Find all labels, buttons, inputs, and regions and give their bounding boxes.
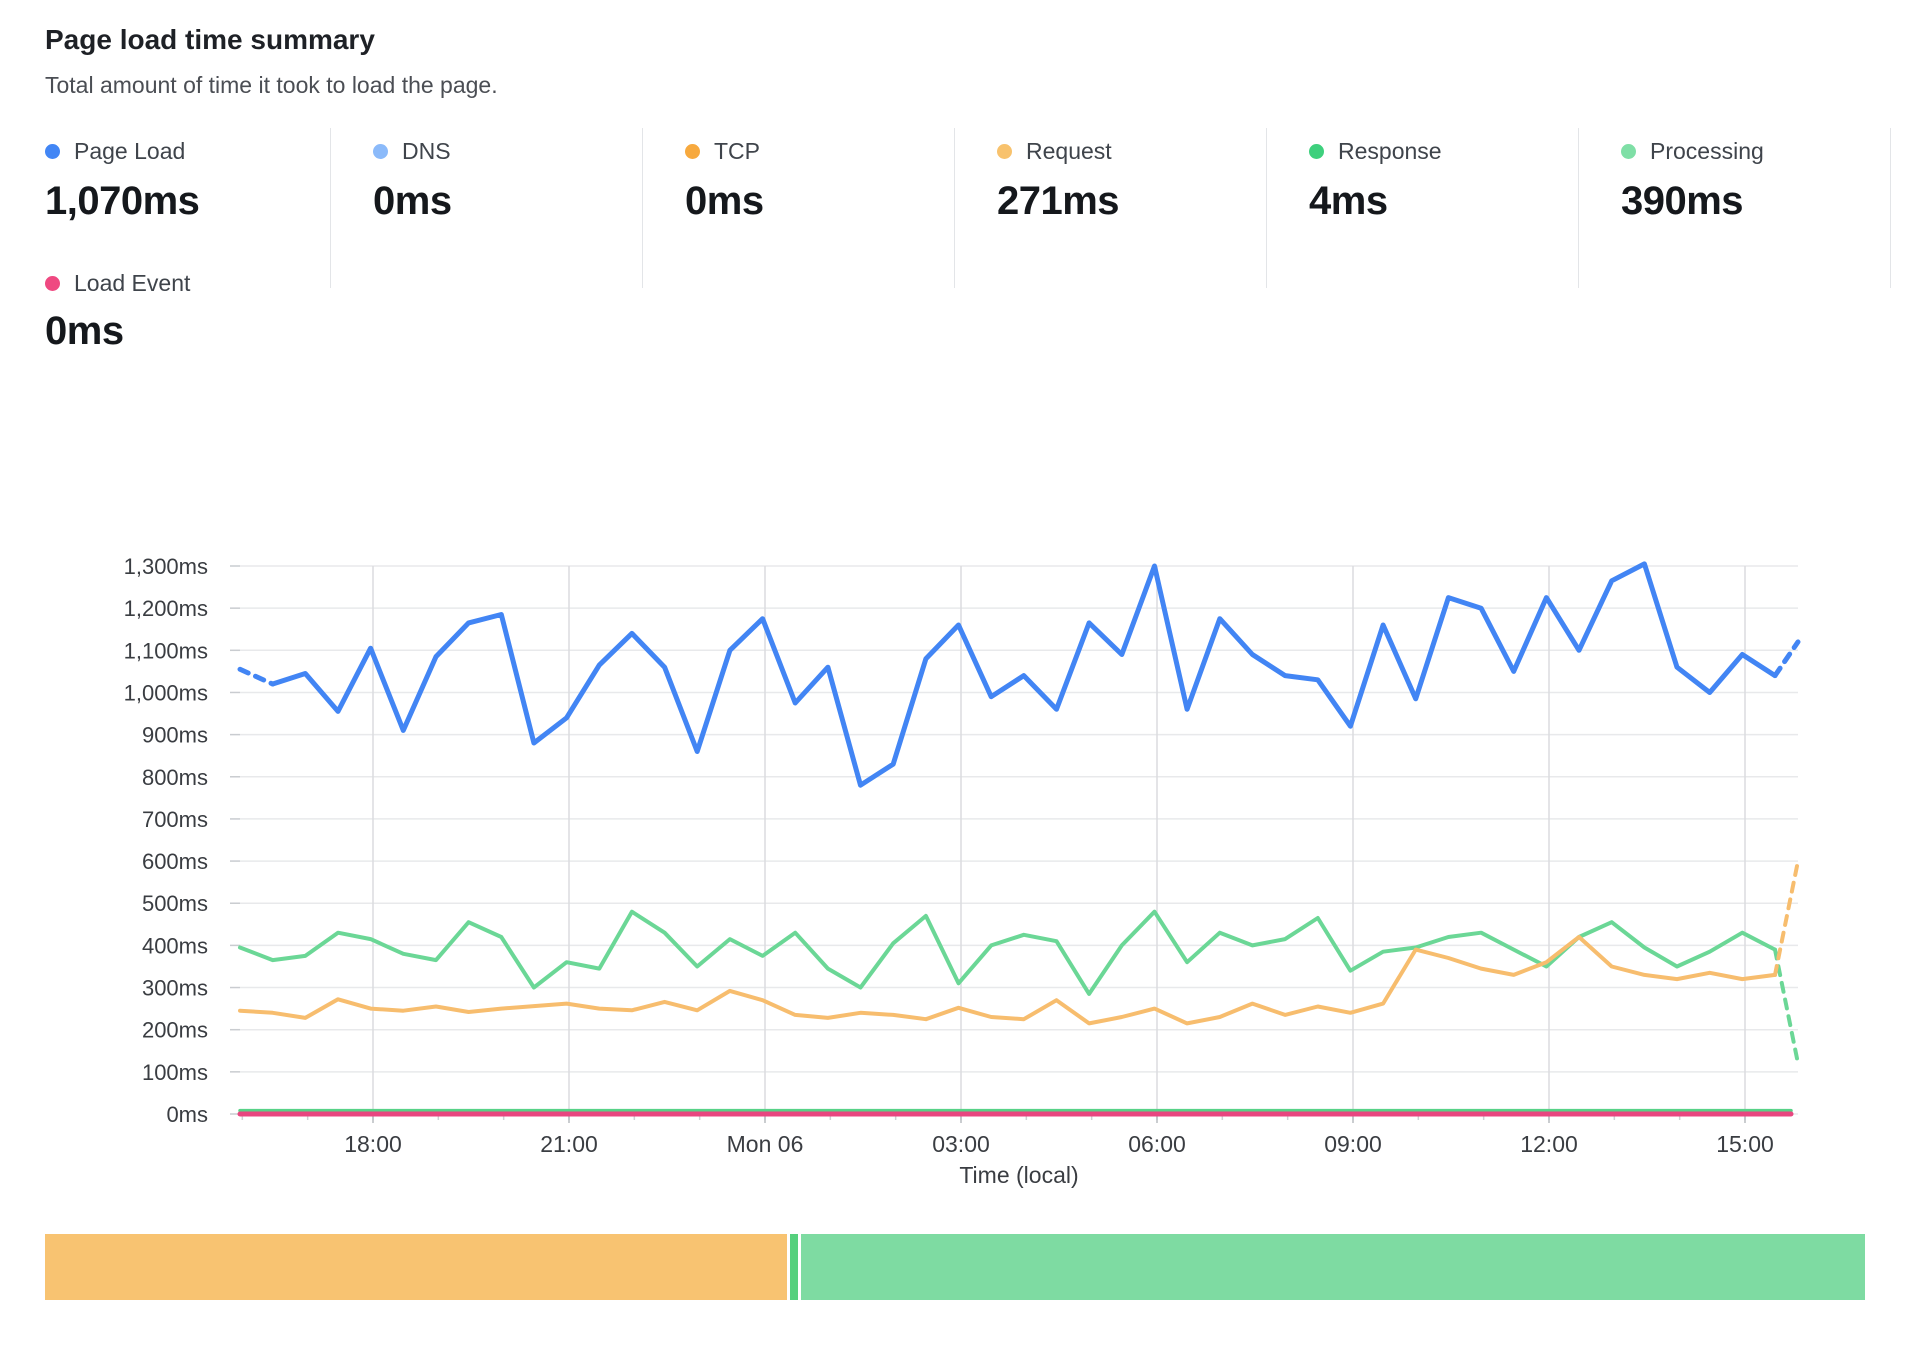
series-processing xyxy=(238,909,1777,996)
stat-dns[interactable]: DNS 0ms xyxy=(331,128,643,288)
stat-value: 0ms xyxy=(373,179,452,223)
y-axis-label: 300ms xyxy=(142,976,208,1001)
series-request xyxy=(238,935,1777,1026)
series-dashed-head xyxy=(237,666,276,687)
stat-request[interactable]: Request 271ms xyxy=(955,128,1267,288)
stat-label: Page Load xyxy=(74,138,186,164)
y-axis-label: 200ms xyxy=(142,1018,208,1043)
stat-load-event[interactable]: Load Event 0ms xyxy=(45,270,190,354)
stat-value: 390ms xyxy=(1621,179,1744,223)
y-axis-label: 500ms xyxy=(142,891,208,916)
status-bar-segment-orange xyxy=(45,1234,787,1300)
series-dashed-projection xyxy=(1773,947,1800,1066)
stat-page-load[interactable]: Page Load 1,070ms xyxy=(45,128,331,288)
y-axis-label: 1,200ms xyxy=(124,596,208,621)
page-subtitle: Total amount of time it took to load the… xyxy=(45,72,498,98)
stat-processing[interactable]: Processing 390ms xyxy=(1579,128,1891,288)
y-axis-label: 700ms xyxy=(142,807,208,832)
stat-value: 4ms xyxy=(1309,179,1388,223)
x-axis-label: 06:00 xyxy=(1128,1131,1186,1157)
y-axis-label: 900ms xyxy=(142,723,208,748)
load-event-legend-dot xyxy=(45,276,60,291)
y-axis-label: 1,300ms xyxy=(124,554,208,579)
response-legend-dot xyxy=(1309,144,1324,159)
y-axis-label: 1,000ms xyxy=(124,680,208,705)
y-axis-label: 600ms xyxy=(142,849,208,874)
stat-response[interactable]: Response 4ms xyxy=(1267,128,1579,288)
series-page-load xyxy=(270,561,1778,788)
stat-label: DNS xyxy=(402,138,451,164)
x-axis-label: 21:00 xyxy=(540,1131,598,1157)
series-dashed-projection xyxy=(1772,639,1801,679)
x-axis-label: 12:00 xyxy=(1520,1131,1578,1157)
page-load-legend-dot xyxy=(45,144,60,159)
series-dashed-projection xyxy=(1773,859,1800,977)
y-axis-label: 1,100ms xyxy=(124,638,208,663)
stat-label: Request xyxy=(1026,138,1112,164)
stat-value: 1,070ms xyxy=(45,179,200,223)
request-legend-dot xyxy=(997,144,1012,159)
stat-label: Response xyxy=(1338,138,1442,164)
stats-row: Page Load 1,070ms DNS 0ms TCP 0ms Reques… xyxy=(45,128,1891,288)
status-timeline-bar xyxy=(45,1234,1865,1300)
stat-label: TCP xyxy=(714,138,760,164)
status-bar-segment-green xyxy=(801,1234,1865,1300)
x-axis-label: 15:00 xyxy=(1716,1131,1774,1157)
stat-tcp[interactable]: TCP 0ms xyxy=(643,128,955,288)
x-axis-label: 18:00 xyxy=(344,1131,402,1157)
y-axis-label: 800ms xyxy=(142,765,208,790)
x-axis-label: Mon 06 xyxy=(727,1131,804,1157)
x-axis-label: 03:00 xyxy=(932,1131,990,1157)
x-axis-title: Time (local) xyxy=(959,1162,1078,1188)
stat-label: Processing xyxy=(1650,138,1764,164)
stat-value: 0ms xyxy=(685,179,764,223)
stat-label: Load Event xyxy=(74,270,191,296)
tcp-legend-dot xyxy=(685,144,700,159)
y-axis-label: 0ms xyxy=(166,1102,208,1127)
stat-value: 0ms xyxy=(45,309,124,353)
dns-legend-dot xyxy=(373,144,388,159)
page-title: Page load time summary xyxy=(45,24,375,55)
processing-legend-dot xyxy=(1621,144,1636,159)
y-axis-label: 100ms xyxy=(142,1060,208,1085)
status-bar-segment-green-sliver xyxy=(789,1234,799,1300)
x-axis-label: 09:00 xyxy=(1324,1131,1382,1157)
stat-value: 271ms xyxy=(997,179,1120,223)
y-axis-label: 400ms xyxy=(142,933,208,958)
